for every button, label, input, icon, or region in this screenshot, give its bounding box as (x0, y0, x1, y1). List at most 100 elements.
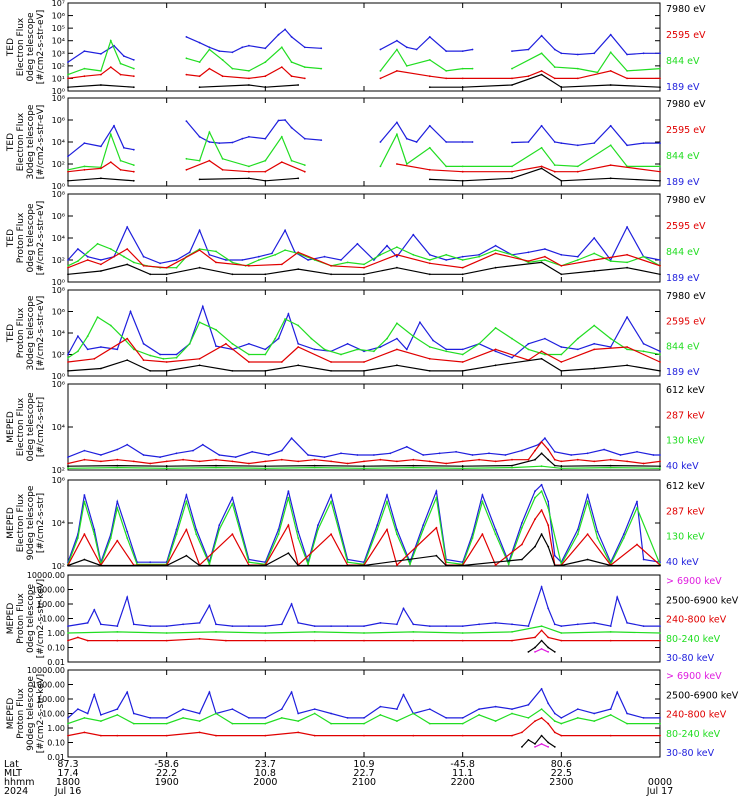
data-point (208, 46, 211, 49)
data-point (126, 530, 129, 533)
data-point (461, 273, 464, 276)
y-tick-label: 10² (52, 160, 65, 169)
data-point (478, 623, 480, 626)
y-axis-label: TEDProton Flux30deg telescope[#/cm2-s-st… (6, 295, 46, 370)
data-point (86, 255, 89, 258)
data-point (494, 327, 497, 329)
data-point (609, 70, 612, 72)
data-point (195, 528, 198, 531)
data-point (297, 622, 300, 624)
data-point (208, 67, 211, 70)
data-point (234, 456, 237, 458)
data-point (257, 259, 260, 261)
data-point (86, 622, 89, 624)
data-point (494, 564, 497, 566)
data-point (264, 465, 267, 468)
y-tick-label: 10⁸ (52, 286, 65, 295)
data-point (208, 141, 211, 143)
data-point (83, 731, 86, 734)
data-point (511, 734, 513, 737)
panel-2: 10⁰ 10² 10⁴ 10⁶ 10⁸ TEDElectron Flux30deg tel… (6, 94, 706, 191)
data-point (280, 135, 283, 138)
data-point (659, 52, 661, 55)
data-point (100, 259, 102, 261)
data-point (126, 537, 129, 539)
data-point (67, 361, 69, 363)
data-point (576, 533, 579, 536)
y-axis-label-line: [#/cm2-s-str-eV] (36, 201, 46, 276)
legend-entry: 2500-6900 keV (666, 690, 739, 701)
data-point (346, 717, 349, 719)
data-point (428, 86, 431, 89)
data-point (478, 342, 480, 345)
data-point (264, 717, 267, 719)
legend-entry: > 6900 keV (666, 576, 722, 587)
data-point (461, 370, 464, 372)
legend-entry: 287 keV (666, 506, 705, 517)
data-point (284, 318, 286, 320)
data-point (412, 712, 415, 715)
data-point (373, 454, 375, 456)
data-point (386, 500, 388, 503)
data-point (547, 448, 550, 451)
data-point (636, 450, 638, 453)
data-point (547, 741, 550, 744)
data-point (303, 137, 306, 140)
data-point (290, 61, 293, 63)
series-line-40-kev (67, 483, 661, 565)
data-point (553, 712, 556, 715)
legend-entry: 844 eV (666, 342, 700, 353)
y-tick-label: 1000.00 (32, 681, 65, 690)
data-point (303, 66, 306, 68)
legend-entry: 2500-6900 keV (666, 595, 739, 606)
data-point (231, 533, 234, 536)
data-point (297, 731, 300, 734)
y-tick-label: 1000.00 (32, 586, 65, 595)
data-point (303, 77, 306, 80)
data-point (330, 370, 332, 372)
data-point (83, 168, 86, 171)
data-point (428, 59, 431, 61)
x-axis-row-label: hhmm (4, 777, 35, 788)
data-point (198, 712, 201, 715)
data-point (198, 75, 201, 78)
panel-1: 10⁰ 10¹ 10² 10³ 10⁴ 10⁵ 10⁶ 10⁷ TEDElectron Flux… (6, 0, 706, 96)
data-point (511, 631, 513, 633)
data-point (435, 490, 438, 493)
data-point (126, 443, 129, 446)
data-point (494, 460, 497, 463)
data-point (208, 604, 211, 607)
data-point (379, 622, 382, 624)
data-point (330, 712, 332, 715)
data-point (264, 75, 267, 78)
data-point (77, 335, 79, 338)
data-point (593, 712, 596, 715)
series-line-130-kev (67, 465, 661, 469)
data-point (297, 346, 300, 348)
y-axis-label-line: 90deg telescope (26, 676, 36, 751)
legend-entry: 40 keV (666, 557, 699, 568)
legend-entry: 2595 eV (666, 221, 706, 232)
data-point (218, 524, 221, 526)
data-point (198, 159, 201, 162)
data-point (280, 263, 283, 266)
data-point (586, 500, 589, 503)
data-point (346, 261, 349, 264)
data-point (461, 467, 464, 470)
y-axis-label-line: [#/cm2-s-str-eV] (36, 296, 46, 371)
legend-entry: 844 eV (666, 151, 700, 162)
data-point (461, 266, 464, 269)
data-point (560, 264, 563, 267)
data-point (461, 50, 464, 52)
legend-entry: 7980 eV (666, 4, 706, 15)
data-point (86, 348, 89, 351)
y-tick-label: 10⁶ (52, 380, 65, 389)
data-point (356, 348, 359, 351)
data-point (379, 141, 382, 143)
data-point (185, 528, 188, 531)
data-point (396, 460, 398, 463)
y-axis-label-line: 0deg telescope (26, 392, 36, 462)
data-point (67, 273, 69, 276)
data-point (553, 651, 556, 653)
data-point (175, 259, 178, 261)
